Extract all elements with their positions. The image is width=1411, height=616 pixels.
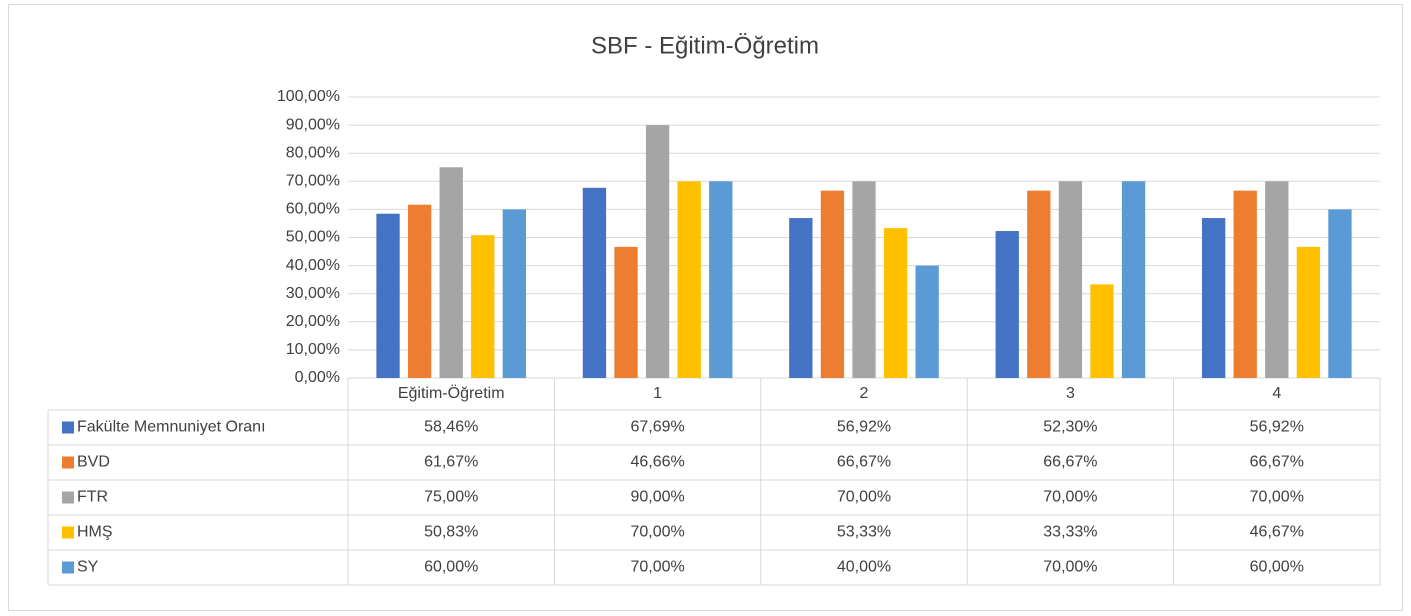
bar	[1328, 209, 1352, 378]
legend-swatch	[62, 526, 74, 539]
y-tick-label: 20,00%	[286, 313, 340, 330]
bar	[614, 246, 638, 378]
table-cell: 33,33%	[1043, 524, 1097, 541]
x-tick-label: 3	[1066, 385, 1075, 402]
bar	[995, 231, 1019, 378]
table-cell: 40,00%	[837, 559, 891, 576]
table-cell: 56,92%	[837, 419, 891, 436]
x-tick-label: 4	[1272, 385, 1281, 402]
legend-label: SY	[77, 559, 99, 576]
bar	[1121, 181, 1146, 378]
table-cell: 67,69%	[630, 419, 684, 436]
bar	[1265, 181, 1289, 378]
bar	[439, 167, 463, 378]
table-cell: 58,46%	[424, 419, 478, 436]
table-cell: 66,67%	[1043, 454, 1097, 471]
chart-title: SBF - Eğitim-Öğretim	[591, 32, 819, 59]
legend-swatch	[62, 456, 74, 469]
bar	[1027, 190, 1051, 378]
y-tick-label: 60,00%	[286, 201, 340, 218]
bar	[376, 213, 400, 378]
bar	[852, 181, 876, 378]
table-cell: 70,00%	[630, 524, 684, 541]
table-cell: 56,92%	[1250, 419, 1304, 436]
bar	[645, 125, 670, 378]
bar	[502, 209, 527, 378]
table-cell: 70,00%	[630, 559, 684, 576]
table-cell: 52,30%	[1043, 419, 1097, 436]
table-cell: 70,00%	[837, 489, 891, 506]
y-tick-label: 50,00%	[286, 229, 340, 246]
legend-swatch	[62, 561, 74, 574]
x-tick-label: 2	[860, 385, 869, 402]
bar	[1090, 284, 1114, 378]
table-cell: 46,67%	[1250, 524, 1304, 541]
y-tick-label: 40,00%	[286, 257, 340, 274]
bar	[582, 187, 607, 378]
table-cell: 61,67%	[424, 454, 478, 471]
bar	[1296, 246, 1321, 378]
y-tick-label: 0,00%	[295, 369, 340, 386]
legend-swatch	[62, 421, 74, 434]
x-tick-label: Eğitim-Öğretim	[398, 384, 505, 402]
chart-border	[8, 4, 1403, 611]
table-cell: 53,33%	[837, 524, 891, 541]
y-tick-label: 90,00%	[286, 116, 340, 133]
y-tick-label: 30,00%	[286, 285, 340, 302]
table-cell: 46,66%	[630, 454, 684, 471]
bar	[1058, 181, 1083, 378]
legend-label: HMŞ	[77, 524, 113, 541]
legend-label: BVD	[77, 454, 110, 471]
table-cell: 70,00%	[1043, 559, 1097, 576]
table-cell: 70,00%	[1250, 489, 1304, 506]
legend-swatch	[62, 491, 74, 504]
legend-label: Fakülte Memnuniyet Oranı	[77, 419, 266, 436]
y-tick-label: 10,00%	[286, 341, 340, 358]
legend-label: FTR	[77, 489, 108, 506]
table-cell: 60,00%	[424, 559, 478, 576]
bar	[1201, 218, 1226, 378]
y-tick-label: 100,00%	[277, 88, 340, 105]
table-cell: 66,67%	[1250, 454, 1304, 471]
bar	[1233, 190, 1257, 378]
bar	[677, 181, 701, 378]
table-cell: 90,00%	[630, 489, 684, 506]
y-tick-label: 80,00%	[286, 144, 340, 161]
table-cell: 70,00%	[1043, 489, 1097, 506]
bar	[789, 218, 813, 378]
y-tick-label: 70,00%	[286, 173, 340, 190]
x-tick-label: 1	[653, 385, 662, 402]
table-cell: 60,00%	[1250, 559, 1304, 576]
table-cell: 75,00%	[424, 489, 478, 506]
bar	[883, 228, 908, 378]
bar	[471, 235, 495, 378]
table-cell: 50,83%	[424, 524, 478, 541]
bar	[820, 190, 845, 378]
bar	[407, 204, 432, 378]
bar	[915, 265, 939, 378]
table-cell: 66,67%	[837, 454, 891, 471]
bar	[709, 181, 733, 378]
